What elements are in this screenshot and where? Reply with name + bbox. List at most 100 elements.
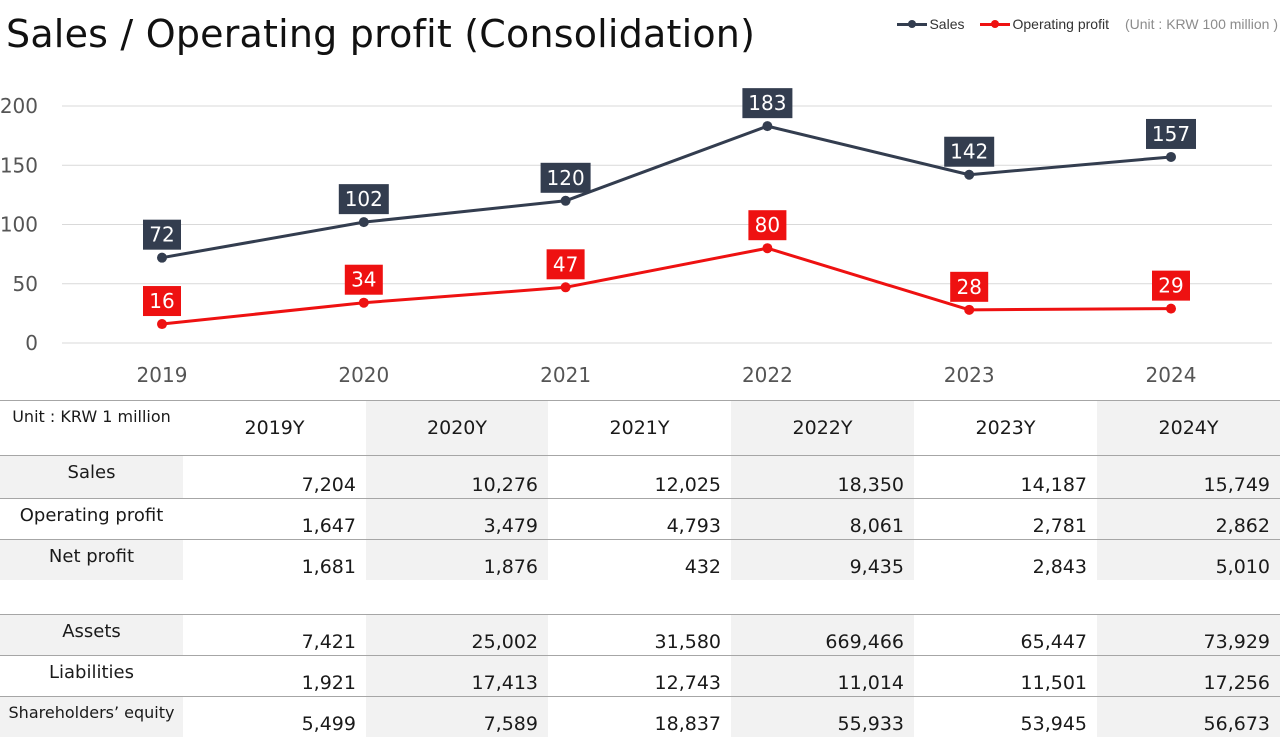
table-cell: 25,002 — [366, 615, 548, 656]
data-point — [964, 170, 974, 180]
y-tick-label: 150 — [0, 153, 38, 177]
x-tick-label: 2023 — [944, 363, 995, 387]
data-point — [561, 196, 571, 206]
table-cell: 17,256 — [1097, 656, 1280, 697]
table-cell: 11,501 — [914, 656, 1097, 697]
table-cell: 65,447 — [914, 615, 1097, 656]
table-cell: 1,921 — [183, 656, 366, 697]
data-label: 72 — [149, 223, 174, 247]
legend-swatch-operating-profit — [980, 19, 1010, 29]
y-tick-label: 50 — [13, 272, 38, 296]
table-cell: 11,014 — [731, 656, 914, 697]
table-row-net-profit: Net profit 1,681 1,876 432 9,435 2,843 5… — [0, 540, 1280, 581]
table-cell: 9,435 — [731, 540, 914, 581]
table-spacer — [0, 580, 1280, 615]
table-cell: 2,862 — [1097, 499, 1280, 540]
data-label: 16 — [149, 289, 174, 313]
x-tick-label: 2021 — [540, 363, 591, 387]
data-point — [561, 282, 571, 292]
data-point — [1166, 152, 1176, 162]
table-cell: 1,647 — [183, 499, 366, 540]
row-label: Operating profit — [0, 499, 183, 540]
year-header: 2020Y — [366, 401, 548, 456]
data-point — [157, 319, 167, 329]
table-cell: 73,929 — [1097, 615, 1280, 656]
table-cell: 7,204 — [183, 456, 366, 499]
x-tick-label: 2020 — [338, 363, 389, 387]
table-header-row: Unit : KRW 1 million 2019Y 2020Y 2021Y 2… — [0, 401, 1280, 456]
table-cell: 55,933 — [731, 697, 914, 737]
table-cell: 12,025 — [548, 456, 731, 499]
year-header: 2023Y — [914, 401, 1097, 456]
table-row-shareholders-equity: Shareholders’ equity 5,499 7,589 18,837 … — [0, 697, 1280, 737]
row-label: Shareholders’ equity — [0, 697, 183, 737]
table-cell: 1,876 — [366, 540, 548, 581]
table-cell: 8,061 — [731, 499, 914, 540]
table-cell: 3,479 — [366, 499, 548, 540]
data-label: 142 — [950, 140, 988, 164]
year-header: 2022Y — [731, 401, 914, 456]
chart-legend: Sales Operating profit (Unit : KRW 100 m… — [897, 14, 1278, 34]
row-label: Sales — [0, 456, 183, 499]
page-title: Sales / Operating profit (Consolidation) — [6, 12, 755, 56]
data-point — [157, 253, 167, 263]
table-row-assets: Assets 7,421 25,002 31,580 669,466 65,44… — [0, 615, 1280, 656]
table-cell: 7,421 — [183, 615, 366, 656]
data-label: 34 — [351, 268, 376, 292]
chart-unit-label: (Unit : KRW 100 million ) — [1125, 16, 1278, 32]
year-header: 2019Y — [183, 401, 366, 456]
data-point — [964, 305, 974, 315]
table-cell: 669,466 — [731, 615, 914, 656]
data-point — [359, 217, 369, 227]
table-cell: 18,350 — [731, 456, 914, 499]
data-label: 183 — [748, 91, 786, 115]
year-header: 2021Y — [548, 401, 731, 456]
data-label: 120 — [547, 166, 585, 190]
financial-table: Unit : KRW 1 million 2019Y 2020Y 2021Y 2… — [0, 400, 1280, 737]
data-point — [762, 243, 772, 253]
table-cell: 56,673 — [1097, 697, 1280, 737]
y-tick-label: 200 — [0, 94, 38, 118]
data-label: 28 — [956, 275, 981, 299]
table-unit-label: Unit : KRW 1 million — [0, 401, 183, 456]
data-point — [1166, 304, 1176, 314]
x-tick-label: 2022 — [742, 363, 793, 387]
table-cell: 2,781 — [914, 499, 1097, 540]
x-tick-label: 2024 — [1146, 363, 1197, 387]
year-header: 2024Y — [1097, 401, 1280, 456]
table-cell: 31,580 — [548, 615, 731, 656]
data-label: 102 — [345, 187, 383, 211]
table-row-sales: Sales 7,204 10,276 12,025 18,350 14,187 … — [0, 456, 1280, 499]
table-cell: 4,793 — [548, 499, 731, 540]
data-label: 47 — [553, 252, 578, 276]
table-cell: 18,837 — [548, 697, 731, 737]
table-cell: 5,499 — [183, 697, 366, 737]
table-cell: 5,010 — [1097, 540, 1280, 581]
legend-label-operating-profit: Operating profit — [1012, 16, 1109, 32]
y-tick-label: 0 — [25, 331, 38, 355]
legend-swatch-sales — [897, 19, 927, 29]
legend-label-sales: Sales — [929, 16, 964, 32]
table-cell: 15,749 — [1097, 456, 1280, 499]
data-point — [762, 121, 772, 131]
table-row-operating-profit: Operating profit 1,647 3,479 4,793 8,061… — [0, 499, 1280, 540]
legend-item-operating-profit: Operating profit — [980, 16, 1109, 32]
row-label: Liabilities — [0, 656, 183, 697]
table-cell: 12,743 — [548, 656, 731, 697]
table-cell: 14,187 — [914, 456, 1097, 499]
table-cell: 10,276 — [366, 456, 548, 499]
table-cell: 2,843 — [914, 540, 1097, 581]
y-tick-label: 100 — [0, 213, 38, 237]
table-cell: 53,945 — [914, 697, 1097, 737]
series-line-sales — [162, 126, 1171, 258]
table-row-liabilities: Liabilities 1,921 17,413 12,743 11,014 1… — [0, 656, 1280, 697]
table-cell: 1,681 — [183, 540, 366, 581]
table-cell: 432 — [548, 540, 731, 581]
table-cell: 17,413 — [366, 656, 548, 697]
data-label: 80 — [755, 213, 780, 237]
data-label: 157 — [1152, 122, 1190, 146]
table-cell: 7,589 — [366, 697, 548, 737]
series-line-operating-profit — [162, 248, 1171, 324]
row-label: Assets — [0, 615, 183, 656]
